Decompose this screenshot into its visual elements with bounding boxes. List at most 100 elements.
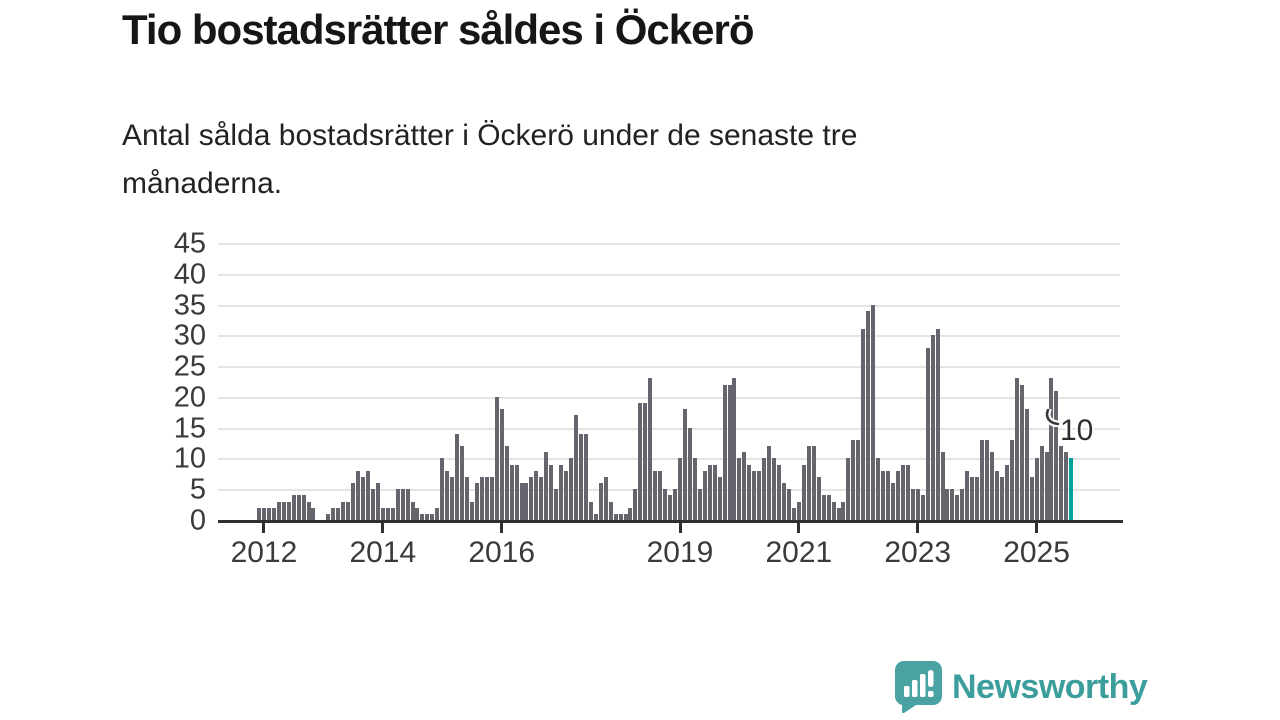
bar xyxy=(782,483,787,520)
x-tick-2025 xyxy=(1035,523,1039,533)
bar xyxy=(460,446,465,520)
bar xyxy=(257,507,261,520)
bar xyxy=(925,347,930,520)
bar xyxy=(866,310,871,520)
gridline-20 xyxy=(218,396,1120,399)
bar xyxy=(876,458,881,520)
bar xyxy=(489,476,494,520)
bar xyxy=(1039,446,1044,520)
bar xyxy=(1009,439,1014,520)
bar xyxy=(524,483,529,520)
bar xyxy=(1024,409,1029,520)
bar xyxy=(692,458,697,520)
bar xyxy=(994,470,999,520)
subtitle-line-2: månaderna. xyxy=(122,167,283,200)
bar xyxy=(469,501,474,520)
bar xyxy=(851,439,856,520)
y-axis-label-40: 40 xyxy=(173,258,206,291)
bar xyxy=(573,415,578,520)
bar xyxy=(1019,384,1024,520)
bar xyxy=(653,470,658,520)
y-axis-label-10: 10 xyxy=(173,442,206,475)
bar xyxy=(385,507,390,520)
bar xyxy=(737,458,742,520)
bar xyxy=(757,470,762,520)
bar xyxy=(772,458,777,520)
bar xyxy=(767,446,772,520)
bar xyxy=(266,507,271,520)
bar xyxy=(990,452,995,520)
bar xyxy=(564,470,569,520)
bar xyxy=(440,458,445,520)
bar xyxy=(603,476,608,520)
bar xyxy=(484,476,489,520)
bar xyxy=(811,446,816,520)
y-axis-label-30: 30 xyxy=(173,319,206,352)
bar xyxy=(549,464,554,520)
bar xyxy=(286,501,291,520)
bar xyxy=(430,513,435,520)
y-axis-label-20: 20 xyxy=(173,381,206,414)
bar xyxy=(395,489,400,520)
bar xyxy=(380,507,385,520)
x-tick-2019 xyxy=(678,523,682,533)
bar xyxy=(881,470,886,520)
gridline-15 xyxy=(218,427,1120,430)
bar xyxy=(588,501,593,520)
bar xyxy=(816,476,821,520)
annotation-pointer-icon xyxy=(1044,409,1062,427)
bar xyxy=(965,470,970,520)
bar xyxy=(747,464,752,520)
bar xyxy=(276,501,281,520)
bar xyxy=(628,507,633,520)
bar xyxy=(346,501,351,520)
x-axis-label-2016: 2016 xyxy=(468,536,536,569)
bar xyxy=(326,513,331,520)
bar xyxy=(509,464,514,520)
x-axis-label-2023: 2023 xyxy=(884,536,952,569)
bar xyxy=(539,476,544,520)
bar xyxy=(806,446,811,520)
gridline-10 xyxy=(218,458,1120,461)
bar xyxy=(336,507,341,520)
bar xyxy=(479,476,484,520)
x-axis-line xyxy=(218,520,1123,523)
bar xyxy=(375,483,380,520)
bar xyxy=(361,476,365,520)
bar xyxy=(970,476,975,520)
bar xyxy=(742,452,747,520)
bar xyxy=(841,501,846,520)
bar xyxy=(474,483,479,520)
bar xyxy=(261,507,266,520)
bar xyxy=(801,464,806,520)
bar xyxy=(608,501,613,520)
bar xyxy=(559,464,564,520)
bar xyxy=(1034,458,1039,520)
bar xyxy=(504,446,509,520)
bar xyxy=(697,489,702,520)
x-axis-label-2025: 2025 xyxy=(1003,536,1070,569)
bar xyxy=(1004,464,1009,520)
bar xyxy=(405,489,410,520)
bar xyxy=(861,329,866,520)
gridline-5 xyxy=(218,489,1120,492)
newsworthy-logo[interactable]: Newsworthy xyxy=(895,661,1148,713)
bar xyxy=(400,489,405,520)
bar xyxy=(583,433,588,520)
bar xyxy=(999,476,1004,520)
bar xyxy=(831,501,836,520)
bar xyxy=(499,409,504,520)
y-axis-labels: 0 5 10 15 20 25 30 35 40 45 xyxy=(118,228,206,537)
newsworthy-bubble-chart-icon xyxy=(895,661,942,713)
bar xyxy=(707,464,712,520)
bar xyxy=(291,495,296,520)
bar xyxy=(871,304,876,520)
bar xyxy=(271,507,276,520)
bar xyxy=(613,513,618,520)
x-tick-2021 xyxy=(797,523,801,533)
bar xyxy=(455,433,460,520)
bar xyxy=(1059,446,1064,520)
bar xyxy=(940,452,945,520)
y-axis-label-15: 15 xyxy=(173,412,206,445)
bar xyxy=(945,489,950,520)
